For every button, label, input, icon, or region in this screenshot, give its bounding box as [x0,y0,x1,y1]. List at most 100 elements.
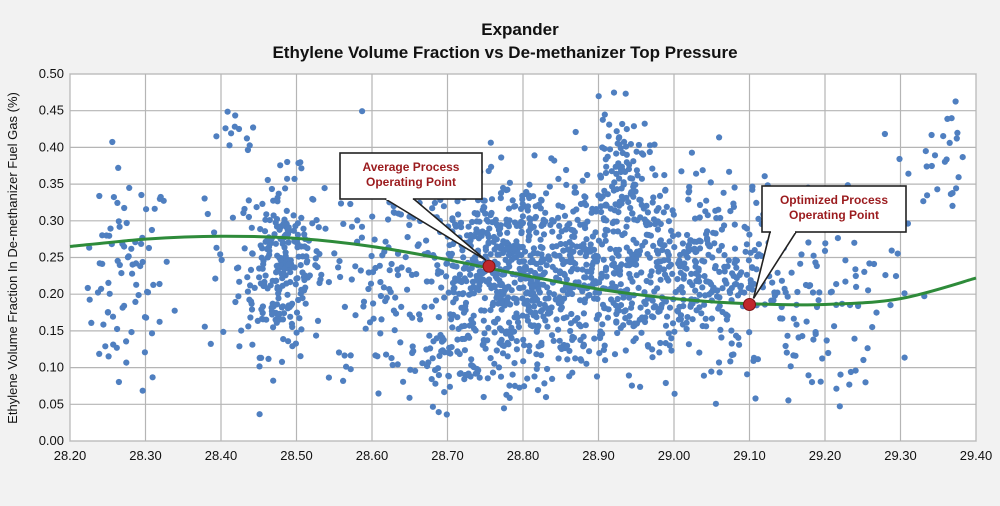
data-point [793,321,800,328]
data-point [337,200,345,207]
data-point [585,292,592,299]
data-point [262,216,269,223]
data-point [232,112,239,119]
data-point [405,267,412,274]
data-point [680,303,687,310]
data-point [533,351,540,358]
data-point [556,222,563,229]
data-point [340,220,347,227]
data-point [506,179,513,186]
data-point [792,352,799,359]
data-point [506,382,513,389]
data-point [265,355,272,362]
data-point [587,241,594,248]
data-point [586,246,593,253]
data-point [377,279,384,286]
data-point [712,230,719,237]
data-point [377,292,384,300]
data-point [614,140,621,147]
data-point [595,289,603,296]
callout-seam [386,197,413,200]
data-point [477,268,484,275]
data-point [278,358,286,365]
data-point [576,321,583,328]
data-point [862,379,869,386]
data-point [743,241,751,248]
data-point [730,351,737,358]
data-point [852,272,859,280]
data-point [952,98,959,105]
data-point [341,352,348,359]
data-point [243,135,250,142]
data-point [297,353,304,360]
data-point [470,312,477,319]
data-point [123,219,130,227]
data-point [232,298,239,306]
y-tick-label: 0.20 [39,286,64,301]
data-point [461,376,468,383]
data-point [515,323,523,331]
data-point [133,281,140,288]
data-point [635,141,643,149]
data-point [360,303,367,310]
data-point [407,366,414,373]
data-point [312,255,319,262]
data-point [685,244,692,251]
data-point [836,403,843,410]
data-point [881,130,889,138]
data-point [454,336,461,343]
data-point [128,329,135,336]
data-point [637,304,644,311]
data-point [309,220,316,227]
data-point [296,315,303,322]
data-point [623,126,630,133]
data-point [247,298,255,305]
data-point [731,221,738,228]
data-point [435,372,442,379]
data-point [132,298,139,305]
data-point [635,284,642,291]
data-point [424,363,431,370]
data-point [852,367,859,374]
data-point [298,214,305,221]
data-point [630,255,637,262]
data-point [527,216,534,223]
data-point [524,297,531,304]
data-point [247,282,254,289]
data-point [454,348,461,355]
data-point [556,252,563,259]
data-point [100,321,107,328]
data-point [521,342,528,349]
data-point [730,200,737,207]
x-tick-label: 28.70 [431,448,464,463]
data-point [611,179,618,186]
data-point [940,133,947,140]
data-point [639,242,646,249]
data-point [121,204,128,212]
data-point [506,319,513,326]
data-point [453,263,460,270]
data-point [525,307,532,314]
data-point [116,223,123,230]
data-point [852,266,859,273]
data-point [139,387,146,394]
data-point [782,289,789,296]
data-point [555,175,562,182]
data-point [549,243,556,251]
data-point [683,319,690,326]
data-point [503,216,510,223]
data-point [394,272,402,279]
data-point [525,233,533,240]
data-point [115,378,122,386]
callout-text: Average Process [363,160,460,174]
data-point [583,261,590,268]
data-point [715,247,723,254]
data-point [599,116,606,123]
data-point [616,198,623,205]
data-point [746,231,753,238]
data-point [293,329,300,336]
data-point [866,260,873,267]
data-point [704,278,711,285]
data-point [226,142,233,149]
data-point [618,163,626,170]
